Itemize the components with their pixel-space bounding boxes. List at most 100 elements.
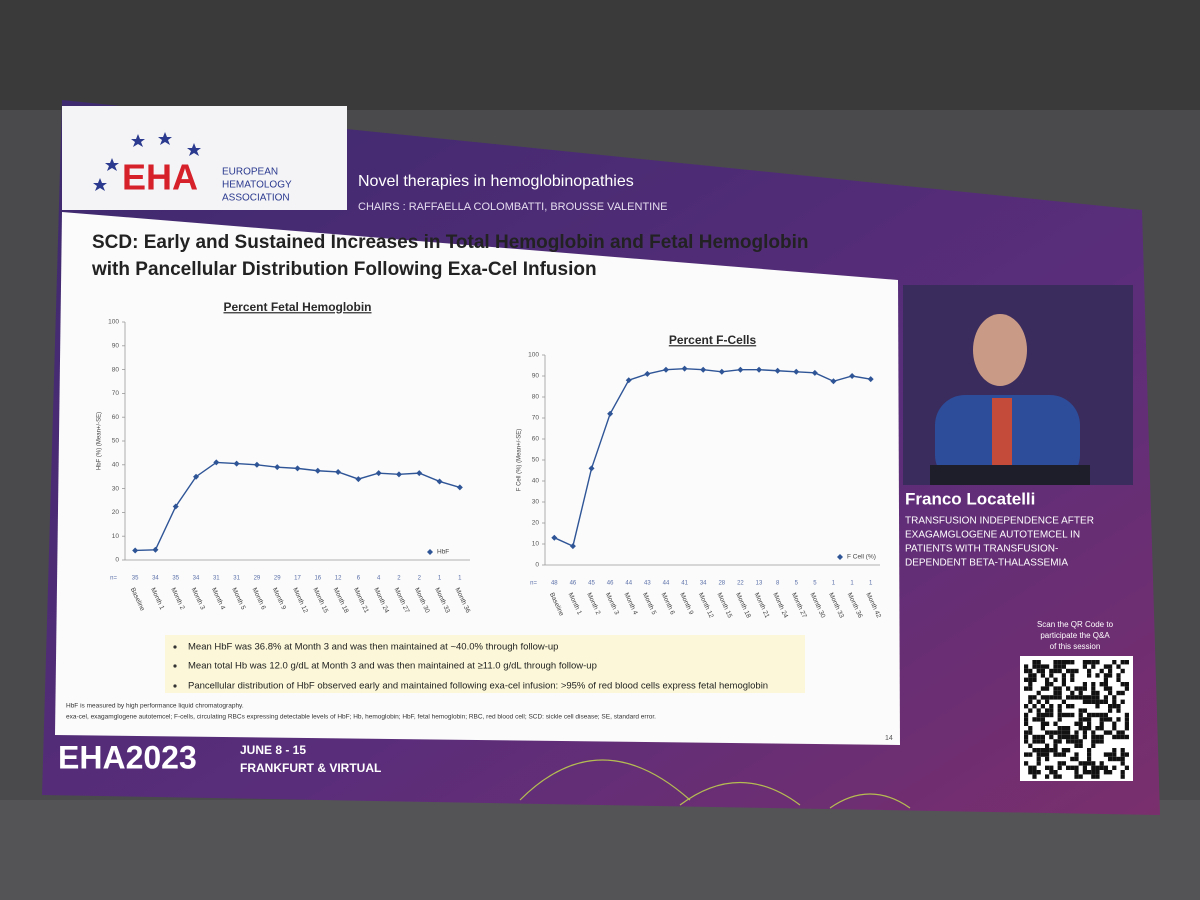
data-point (662, 366, 669, 373)
n-value: 6 (357, 576, 361, 582)
data-point (213, 459, 220, 466)
logo-box (62, 106, 347, 210)
data-point (172, 503, 179, 510)
bullet-text: Mean HbF was 36.8% at Month 3 and was th… (188, 642, 558, 653)
data-line (554, 367, 871, 548)
n-value: 45 (588, 581, 595, 587)
n-value: 5 (795, 581, 799, 587)
n-value: 48 (551, 581, 558, 587)
y-tick-label: 10 (532, 541, 540, 548)
n-value: 2 (397, 576, 401, 582)
data-point (132, 547, 139, 554)
n-value: 29 (274, 576, 281, 582)
data-point (588, 465, 595, 472)
data-point (625, 377, 632, 384)
slide-title: SCD: Early and Sustained Increases in To… (92, 232, 809, 253)
data-point (737, 366, 744, 373)
data-point (314, 467, 321, 474)
data-point (233, 460, 240, 467)
data-point (294, 465, 301, 472)
data-point (274, 464, 281, 471)
content-panel (55, 212, 900, 745)
y-tick-label: 40 (112, 462, 120, 469)
org-name: ASSOCIATION (222, 193, 290, 204)
n-value: 1 (869, 581, 873, 587)
data-point (436, 478, 443, 485)
decor-domes (519, 759, 911, 809)
org-name: HEMATOLOGY (222, 180, 292, 191)
n-value: 12 (335, 576, 342, 582)
y-tick-label: 30 (532, 499, 540, 506)
y-tick-label: 60 (112, 414, 120, 421)
n-value: 17 (294, 576, 301, 582)
y-tick-label: 90 (532, 373, 540, 380)
data-point (830, 378, 837, 385)
n-value: 2 (418, 576, 422, 582)
y-tick-label: 50 (112, 438, 120, 445)
bullet-dot (173, 664, 177, 668)
talk-title: PATIENTS WITH TRANSFUSION- (905, 544, 1058, 555)
footer-place: FRANKFURT & VIRTUAL (240, 761, 381, 775)
y-tick-label: 80 (532, 394, 540, 401)
data-point (867, 376, 874, 383)
n-value: 29 (254, 576, 261, 582)
data-point (335, 468, 342, 475)
data-point (700, 366, 707, 373)
data-point (793, 368, 800, 375)
y-tick-label: 20 (532, 520, 540, 527)
y-tick-label: 100 (108, 319, 119, 326)
logo-text: EHA (122, 157, 198, 198)
n-value: 44 (625, 581, 632, 587)
n-value: 46 (607, 581, 614, 587)
y-axis-label: F Cell (%) (Mean+/-SE) (517, 429, 523, 492)
speaker-name: Franco Locatelli (905, 489, 1035, 508)
n-value: 16 (314, 576, 321, 582)
ceiling (0, 0, 1200, 110)
y-tick-label: 0 (535, 562, 539, 569)
n-value: 46 (570, 581, 577, 587)
logo-stars (93, 132, 201, 191)
n-value: 13 (756, 581, 763, 587)
bullet-text: Mean total Hb was 12.0 g/dL at Month 3 a… (188, 661, 597, 672)
footer-brand: EHA2023 (58, 739, 197, 775)
legend-marker (427, 549, 433, 555)
y-axis-label: HbF (%) (Mean+/-SE) (97, 412, 103, 470)
n-value: 35 (132, 576, 139, 582)
n-value: 44 (663, 581, 670, 587)
data-point (569, 543, 576, 550)
data-point (681, 365, 688, 372)
n-value: 41 (681, 581, 688, 587)
data-point (644, 370, 651, 377)
y-tick-label: 70 (532, 415, 540, 422)
y-tick-label: 100 (528, 352, 539, 359)
qr-caption: of this session (1050, 642, 1101, 651)
talk-title: TRANSFUSION INDEPENDENCE AFTER (905, 516, 1094, 527)
data-point (756, 366, 763, 373)
n-value: 1 (850, 581, 854, 587)
n-value: 8 (776, 581, 780, 587)
legend-label: F Cell (%) (847, 554, 876, 561)
bullet-dot (173, 684, 177, 688)
n-value: 28 (718, 581, 725, 587)
slide-title: with Pancellular Distribution Following … (91, 259, 597, 280)
n-value: 35 (172, 576, 179, 582)
y-tick-label: 50 (532, 457, 540, 464)
speaker-tie (992, 398, 1012, 468)
lower-wall (0, 800, 1200, 900)
y-tick-label: 20 (112, 509, 120, 516)
bullet-dot (173, 645, 177, 649)
org-name: EUROPEAN (222, 167, 278, 178)
data-point (607, 410, 614, 417)
n-label: n= (530, 581, 537, 587)
session-chairs: CHAIRS : RAFFAELLA COLOMBATTI, BROUSSE V… (358, 201, 668, 213)
legend-label: HbF (437, 549, 449, 556)
y-tick-label: 90 (112, 343, 120, 350)
n-value: 5 (813, 581, 817, 587)
lectern (930, 465, 1090, 485)
data-point (551, 534, 558, 541)
n-value: 43 (644, 581, 651, 587)
n-value: 34 (700, 581, 707, 587)
page-number: 14 (885, 735, 893, 742)
y-tick-label: 30 (112, 485, 120, 492)
